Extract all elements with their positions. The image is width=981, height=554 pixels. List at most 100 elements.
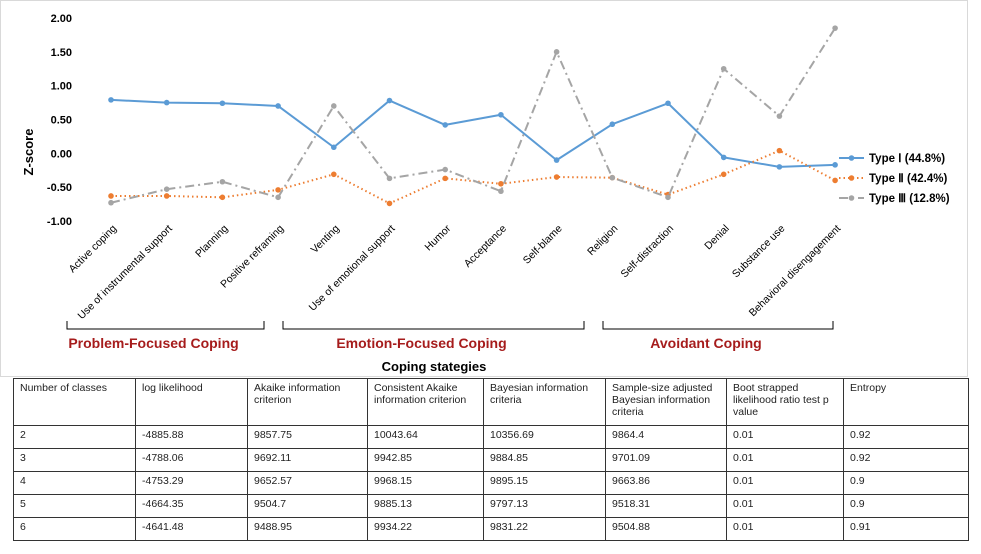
series-point bbox=[275, 103, 281, 109]
series-point bbox=[219, 178, 226, 185]
series-point bbox=[665, 194, 671, 201]
series-point bbox=[553, 49, 560, 55]
table-cell: 9884.85 bbox=[483, 448, 606, 472]
series-point bbox=[219, 100, 226, 107]
group-label: Emotion-Focused Coping bbox=[336, 335, 506, 351]
table-cell: 0.9 bbox=[843, 494, 969, 518]
series-point bbox=[609, 121, 616, 128]
x-axis-title: Coping stategies bbox=[382, 359, 487, 374]
series-point bbox=[386, 200, 393, 207]
table-header-cell: Boot strapped likelihood ratio test p va… bbox=[726, 378, 844, 426]
series-point bbox=[442, 175, 449, 182]
series-point bbox=[275, 187, 281, 193]
group-bracket bbox=[66, 321, 265, 330]
table-cell: 9831.22 bbox=[483, 517, 606, 541]
table-cell: 9942.85 bbox=[367, 448, 484, 472]
series-point bbox=[720, 171, 727, 178]
chart-svg: 2.00 1.50 1.00 0.50 0.00 -0.50 -1.00 Active co… bbox=[0, 0, 968, 377]
table-header-row: Number of classes log likelihood Akaike in… bbox=[13, 378, 969, 426]
group-label: Problem-Focused Coping bbox=[68, 335, 238, 351]
x-tick-label: Active coping bbox=[66, 223, 119, 276]
series-point bbox=[776, 147, 783, 154]
series-point bbox=[832, 177, 838, 184]
table-cell: -4885.88 bbox=[135, 425, 248, 449]
series-line bbox=[110, 27, 836, 204]
table-cell: 9934.22 bbox=[367, 517, 484, 541]
table-header-cell: Number of classes bbox=[13, 378, 136, 426]
legend-marker bbox=[848, 195, 855, 201]
y-tick-label: 0.00 bbox=[51, 148, 72, 160]
series-point bbox=[442, 122, 449, 128]
table-row: 4 -4753.29 9652.57 9968.15 9895.15 9663.86 0.0… bbox=[13, 471, 969, 495]
series-point bbox=[331, 103, 337, 109]
table-header-cell: Akaike information criterion bbox=[247, 378, 368, 426]
x-tick-label: Use of instrumental support bbox=[76, 223, 175, 322]
legend-marker bbox=[848, 155, 855, 161]
model-fit-table: Number of classes log likelihood Akaike in… bbox=[13, 378, 969, 541]
x-tick-label: Religion bbox=[585, 223, 620, 258]
series-point bbox=[163, 99, 170, 106]
x-tick-label: Acceptance bbox=[462, 223, 509, 270]
table-cell: 9701.09 bbox=[605, 448, 727, 472]
legend-label: Type Ⅰ (44.8%) bbox=[869, 152, 945, 165]
table-cell: 9797.13 bbox=[483, 494, 606, 518]
table-header-cell: Bayesian information criteria bbox=[483, 378, 606, 426]
table-cell: 10356.69 bbox=[483, 425, 606, 449]
series-point bbox=[108, 97, 114, 103]
table-cell: 9885.13 bbox=[367, 494, 484, 518]
table-cell: 9663.86 bbox=[605, 471, 727, 495]
table-cell: 10043.64 bbox=[367, 425, 484, 449]
series-point bbox=[108, 193, 114, 199]
x-tick-label: Venting bbox=[309, 223, 342, 256]
y-tick-label: 1.00 bbox=[51, 81, 72, 93]
x-tick-label: Humor bbox=[423, 222, 454, 253]
table-cell: 3 bbox=[13, 448, 136, 472]
table-cell: 0.9 bbox=[843, 471, 969, 495]
y-tick-label: 0.50 bbox=[51, 115, 72, 127]
series-point bbox=[498, 111, 504, 118]
table-cell: 0.01 bbox=[726, 517, 844, 541]
table-cell: 9864.4 bbox=[605, 425, 727, 449]
table-row: 2 -4885.88 9857.75 10043.64 10356.69 9864.4 0.… bbox=[13, 425, 969, 449]
x-tick-label: Substance use bbox=[730, 223, 788, 281]
table-cell: -4788.06 bbox=[135, 448, 248, 472]
series-point bbox=[832, 162, 838, 168]
series-point bbox=[163, 193, 170, 199]
y-axis-title: Z-score bbox=[21, 129, 36, 176]
table-cell: 9692.11 bbox=[247, 448, 368, 472]
table-cell: 5 bbox=[13, 494, 136, 518]
table-cell: 0.92 bbox=[843, 425, 969, 449]
table-cell: 9895.15 bbox=[483, 471, 606, 495]
chart-frame bbox=[0, 0, 968, 377]
legend-label: Type Ⅲ (12.8%) bbox=[869, 192, 950, 205]
series-point bbox=[665, 100, 671, 107]
y-tick-label: 1.50 bbox=[51, 47, 72, 59]
series-point bbox=[442, 166, 449, 173]
series-point bbox=[108, 199, 114, 206]
group-bracket bbox=[282, 321, 585, 330]
series-point bbox=[331, 171, 337, 178]
group-label: Avoidant Coping bbox=[650, 335, 761, 351]
table-cell: 2 bbox=[13, 425, 136, 449]
series-point bbox=[386, 175, 393, 182]
table-cell: 0.91 bbox=[843, 517, 969, 541]
legend-label: Type Ⅱ (42.4%) bbox=[869, 172, 947, 185]
x-tick-label: Behavioral disengagement bbox=[747, 223, 843, 319]
series-point bbox=[720, 65, 727, 72]
table-header-cell: log likelihood bbox=[135, 378, 248, 426]
table-cell: 0.01 bbox=[726, 494, 844, 518]
table-cell: 0.01 bbox=[726, 471, 844, 495]
table-cell: 9968.15 bbox=[367, 471, 484, 495]
table-row: 6 -4641.48 9488.95 9934.22 9831.22 9504.88 0.0… bbox=[13, 517, 969, 541]
y-tick-label: 2.00 bbox=[51, 13, 72, 25]
series-point bbox=[163, 186, 170, 192]
table-cell: 0.01 bbox=[726, 448, 844, 472]
series-point bbox=[498, 180, 504, 187]
table-header-cell: Entropy bbox=[843, 378, 969, 426]
table-cell: 9504.7 bbox=[247, 494, 368, 518]
legend-marker bbox=[848, 175, 855, 181]
table-cell: 9857.75 bbox=[247, 425, 368, 449]
table-cell: 9652.57 bbox=[247, 471, 368, 495]
series-point bbox=[498, 188, 504, 195]
series-line bbox=[110, 98, 836, 168]
